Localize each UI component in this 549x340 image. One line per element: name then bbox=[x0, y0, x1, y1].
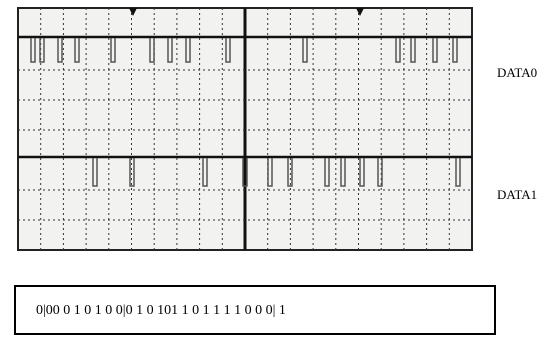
page: DATA0 DATA1 0|00 0 1 0 1 0 0|0 1 0 101 1… bbox=[0, 0, 549, 340]
figure: DATA0 DATA1 0|00 0 1 0 1 0 0|0 1 0 101 1… bbox=[0, 0, 549, 340]
data0-label: DATA0 bbox=[497, 65, 537, 80]
bit-sequence: 0|00 0 1 0 1 0 0|0 1 0 101 1 0 1 1 1 1 0… bbox=[36, 303, 286, 318]
data1-label: DATA1 bbox=[497, 187, 537, 202]
grid bbox=[18, 8, 472, 250]
